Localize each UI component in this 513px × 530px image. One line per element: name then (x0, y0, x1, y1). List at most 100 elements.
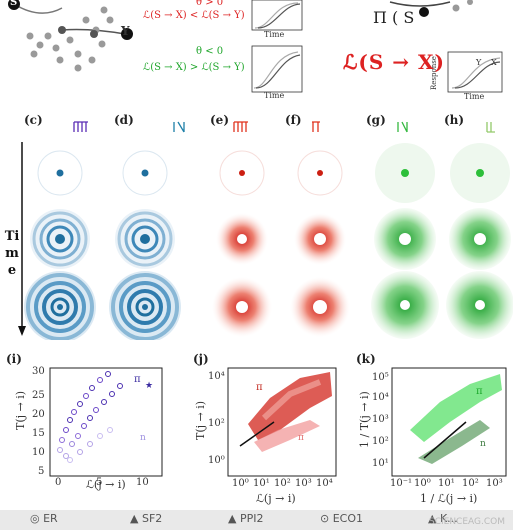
red-large-formula: ℒ(S → X) (343, 50, 445, 74)
plot-i-ytick-20: 20 (32, 409, 45, 420)
inset3-time-label: Time (464, 92, 485, 101)
teal-network-icon (173, 121, 185, 133)
plot-k-ytick-1: 10¹ (372, 458, 389, 469)
panel-h-t2 (449, 208, 511, 270)
plot-j-xtick-0: 10⁰ (232, 478, 249, 489)
response-inset-1 (251, 0, 303, 31)
svg-text:n: n (480, 439, 486, 449)
plot-k-xtick-1: 10¹ (438, 478, 455, 489)
panel-h-t3 (446, 271, 513, 339)
plot-k-xtick-m1: 10⁻¹ (390, 478, 413, 489)
plot-i: π ★ n (49, 367, 163, 477)
inset1-time-label: Time (264, 30, 285, 39)
plot-i-ylabel: T(j → i) (14, 390, 27, 430)
response-inset-2 (251, 45, 303, 93)
plot-j-xtick-3: 10³ (295, 478, 312, 489)
plot-k-cloud-light (410, 374, 502, 442)
plot-i-xtick-0: 0 (55, 477, 62, 488)
node-label-s: S (10, 0, 18, 8)
svg-text:π: π (134, 374, 141, 385)
inset2-time-label: Time (264, 91, 285, 100)
plot-j-ytick-4: 10⁴ (208, 371, 225, 382)
green-condition-theta: θ < 0 (196, 46, 224, 57)
plot-k-ytick-5: 10⁵ (372, 372, 389, 383)
svg-text:π: π (256, 382, 263, 393)
plot-j-cloud-pink (254, 420, 320, 452)
green-network-icon-g (397, 121, 408, 133)
legend-bar: ◎ ER ▲ SF2 ▲ PPI2 ⊙ ECO1 ▲ K... (0, 510, 513, 530)
spreading-panels (24, 143, 513, 340)
panel-g-t3 (371, 271, 439, 339)
plot-j-ytick-0: 10⁰ (208, 455, 225, 466)
top-network-strip (8, 0, 503, 93)
panel-h-t1 (450, 143, 510, 203)
panel-label-f: (f) (285, 113, 302, 127)
legend-item-k: ▲ K... (428, 512, 458, 525)
source-node (8, 0, 20, 10)
plot-j-xlabel: ℒ(j → i) (256, 492, 296, 505)
node-label-y: Y (121, 24, 130, 38)
plot-k-xtick-0: 10⁰ (414, 478, 431, 489)
network-graph-right (389, 0, 473, 17)
plot-i-ytick-30: 30 (32, 366, 45, 377)
plot-i-markers (57, 371, 123, 463)
panel-e-t1 (219, 150, 265, 196)
panel-f-t3 (290, 277, 350, 337)
panel-label-h: (h) (444, 113, 465, 127)
legend-item-eco1: ⊙ ECO1 (320, 512, 364, 525)
svg-text:n: n (140, 433, 146, 443)
svg-text:π: π (298, 433, 304, 443)
panel-e-t3 (212, 277, 272, 337)
response-inset-3 (447, 51, 503, 93)
panel-d-t2 (115, 209, 175, 269)
plot-j-xtick-2: 10² (274, 478, 291, 489)
svg-text:π: π (476, 386, 483, 397)
legend-item-er: ◎ ER (30, 512, 58, 525)
panel-label-k: (k) (356, 352, 376, 366)
plot-i-ytick-10: 10 (32, 447, 45, 458)
time-axis-label: Ti m e (4, 229, 20, 278)
partial-formula: Π ( S (373, 8, 415, 27)
panel-g-t2 (374, 208, 436, 270)
panel-label-c: (c) (24, 113, 43, 127)
plot-j-xtick-4: 10⁴ (316, 478, 333, 489)
plot-i-xtick-5: 5 (96, 477, 103, 488)
plot-k-ytick-3: 10³ (372, 414, 389, 425)
panel-d-t1 (122, 150, 168, 196)
plot-i-ytick-25: 25 (32, 390, 45, 401)
green-network-icon-h (486, 122, 495, 133)
red-condition-expression: ℒ(S → X) < ℒ(S → Y) (143, 10, 245, 21)
panel-f-t2 (294, 213, 346, 265)
inset3-x-letter: X (491, 58, 497, 67)
panel-network-icons (73, 121, 495, 133)
red-condition-theta: θ > 0 (196, 0, 224, 8)
panel-c-t3 (24, 271, 96, 340)
plot-k-cloud-dark (418, 420, 490, 464)
plot-k-ylabel: 1 / T(j → i) (358, 391, 371, 448)
panel-label-e: (e) (210, 113, 229, 127)
plot-k-fit-line (423, 421, 467, 459)
plot-k-ytick-4: 10⁴ (372, 392, 389, 403)
legend-item-sf2: ▲ SF2 (130, 512, 163, 525)
panel-label-d: (d) (114, 113, 134, 127)
network-graph (13, 3, 126, 72)
blue-network-icon (73, 121, 88, 132)
plot-i-xlabel: ℒ(j → i) (86, 478, 126, 491)
panel-label-g: (g) (366, 113, 386, 127)
panel-label-i: (i) (6, 352, 22, 366)
panel-e-t2 (216, 213, 268, 265)
red-network-icon-e (233, 121, 248, 132)
plot-j-xtick-1: 10¹ (253, 478, 270, 489)
target-node-y (121, 28, 133, 40)
time-arrow (18, 142, 26, 336)
panel-f-t1 (297, 150, 343, 196)
plot-j-cloud-red (248, 372, 332, 440)
plot-k-xtick-3: 10³ (486, 478, 503, 489)
plot-i-ytick-5: 5 (38, 466, 45, 477)
plot-k-xtick-2: 10² (462, 478, 479, 489)
green-condition-expression: ℒ(S → X) > ℒ(S → Y) (143, 62, 245, 73)
plot-k-xlabel: 1 / ℒ(j → i) (420, 492, 478, 505)
plot-j: π π (227, 367, 337, 477)
inset3-y-letter: Y (476, 58, 482, 67)
watermark: SCIENCEAG.COM (428, 517, 505, 527)
